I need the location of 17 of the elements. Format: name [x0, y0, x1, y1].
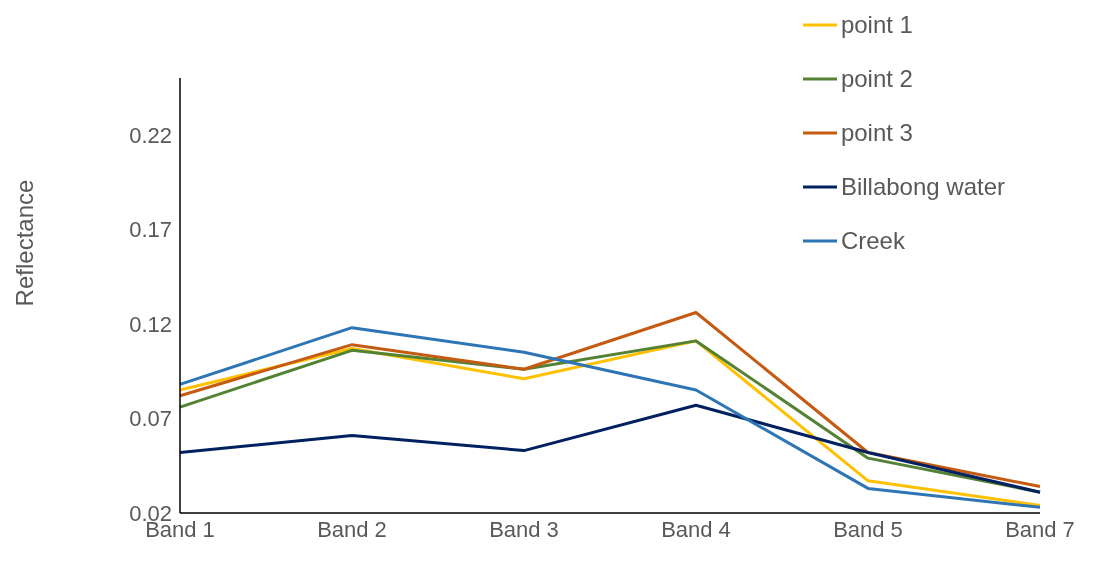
x-tick-label: Band 7	[1005, 516, 1075, 542]
y-tick-label: 0.22	[129, 122, 172, 148]
line-series	[178, 311, 1042, 489]
y-tick-label: 0.07	[129, 406, 172, 432]
y-tick-label: 0.17	[129, 217, 172, 243]
legend-label: point 2	[840, 65, 913, 93]
x-tick-label: Band 4	[661, 516, 731, 542]
legend-label: Billabong water	[840, 173, 1005, 201]
legend-label: point 1	[840, 11, 913, 39]
line-series	[178, 403, 1042, 494]
y-tick-label: 0.12	[129, 311, 172, 337]
legend-label: Creek	[840, 227, 905, 255]
y-axis-title: Reflectance	[11, 179, 39, 307]
legend-label: point 3	[840, 119, 913, 147]
x-tick-label: Band 2	[317, 516, 387, 542]
x-tick-label: Band 3	[489, 516, 559, 542]
x-tick-label: Band 5	[833, 516, 903, 542]
